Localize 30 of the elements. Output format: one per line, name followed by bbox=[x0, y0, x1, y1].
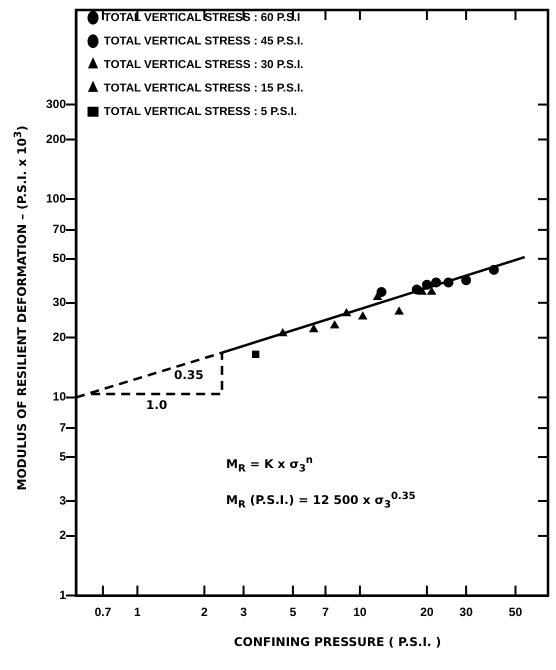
legend-label: TOTAL VERTICAL STRESS : 45 P.S.I. bbox=[104, 35, 304, 48]
annotation: 0.35 bbox=[174, 368, 204, 382]
y-tick-label: 70 bbox=[52, 222, 66, 236]
annotation: 1.0 bbox=[146, 398, 168, 412]
x-tick-label: 30 bbox=[459, 605, 474, 620]
legend-label: TOTAL VERTICAL STRESS : 30 P.S.I. bbox=[104, 58, 304, 71]
y-tick-label: 3 bbox=[59, 493, 66, 508]
y-tick-label: 10 bbox=[52, 390, 66, 404]
y-tick-label: 1 bbox=[59, 588, 66, 602]
x-tick-label: 50 bbox=[508, 605, 522, 620]
x-tick-label: 7 bbox=[322, 605, 330, 620]
legend-label: TOTAL VERTICAL STRESS : 15 P.S.I. bbox=[104, 82, 304, 94]
y-tick-label: 7 bbox=[59, 420, 66, 434]
x-tick-label: 2 bbox=[201, 605, 208, 620]
y-tick-label: 200 bbox=[46, 132, 66, 146]
x-axis-title: CONFINING PRESSURE ( P.S.I. ) bbox=[232, 635, 442, 649]
y-tick-label: 30 bbox=[52, 295, 66, 310]
y-tick-label: 300 bbox=[46, 96, 66, 111]
y-tick-label: 2 bbox=[59, 528, 66, 542]
y-tick-label: 50 bbox=[52, 251, 66, 266]
y-tick-label: 20 bbox=[52, 330, 66, 344]
x-tick-label: 3 bbox=[240, 605, 248, 620]
x-tick-label: 0.7 bbox=[94, 605, 112, 620]
y-tick-label: 5 bbox=[59, 449, 66, 464]
legend-label: TOTAL VERTICAL STRESS : 5 P.S.I. bbox=[104, 106, 297, 118]
x-tick-label: 1 bbox=[134, 605, 142, 620]
x-tick-label: 10 bbox=[353, 605, 367, 620]
x-tick-label: 20 bbox=[420, 605, 434, 620]
x-tick-label: 5 bbox=[290, 605, 297, 620]
y-tick-label: 100 bbox=[46, 191, 66, 206]
